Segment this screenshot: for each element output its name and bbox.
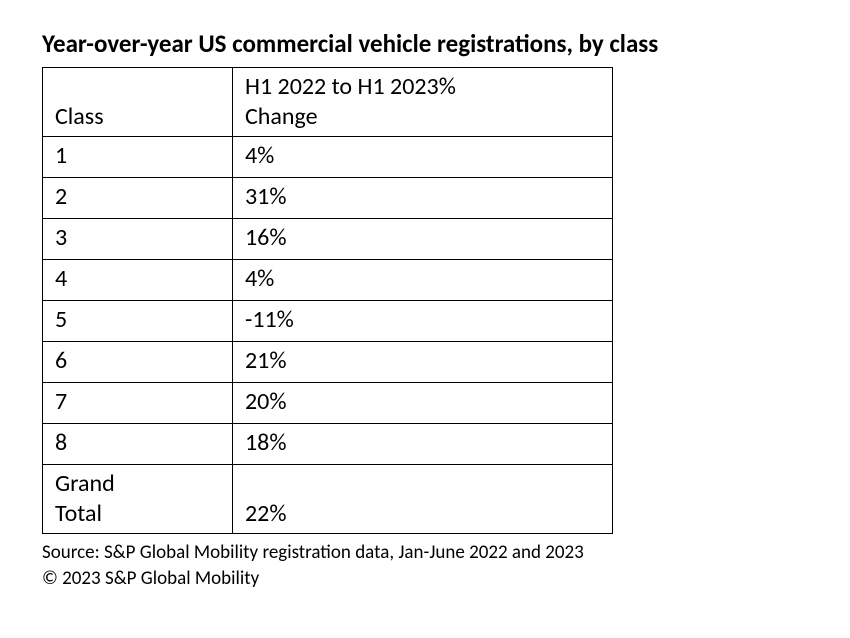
cell-class: 5 [43, 301, 233, 342]
header-class-label: Class [43, 68, 233, 137]
table-total-row: Grand Total 22% [43, 465, 613, 534]
table-header-row: Class H1 2022 to H1 2023% Change [43, 68, 613, 137]
header-change-line1: H1 2022 to H1 2023% [245, 72, 456, 101]
table-body: Class H1 2022 to H1 2023% Change 1 4% 2 … [43, 68, 613, 534]
table-row: 1 4% [43, 137, 613, 178]
cell-change: 4% [233, 260, 613, 301]
table-row: 6 21% [43, 342, 613, 383]
table-row: 5 -11% [43, 301, 613, 342]
header-change-label: H1 2022 to H1 2023% Change [233, 68, 613, 137]
cell-change: 21% [233, 342, 613, 383]
footer-source: Source: S&P Global Mobility registration… [42, 540, 850, 566]
table-row: 7 20% [43, 383, 613, 424]
cell-change: -11% [233, 301, 613, 342]
cell-class: 7 [43, 383, 233, 424]
page-root: Year-over-year US commercial vehicle reg… [0, 0, 850, 591]
cell-total-label: Grand Total [43, 465, 233, 534]
cell-change: 31% [233, 178, 613, 219]
header-change-line2: Change [245, 102, 318, 131]
cell-class: 8 [43, 424, 233, 465]
footer: Source: S&P Global Mobility registration… [42, 540, 850, 591]
table-row: 8 18% [43, 424, 613, 465]
total-label-line2: Total [55, 499, 102, 528]
cell-class: 4 [43, 260, 233, 301]
footer-copyright: © 2023 S&P Global Mobility [42, 566, 850, 592]
registrations-table: Class H1 2022 to H1 2023% Change 1 4% 2 … [42, 67, 613, 534]
cell-class: 1 [43, 137, 233, 178]
cell-change: 16% [233, 219, 613, 260]
cell-total-change: 22% [233, 465, 613, 534]
table-row: 4 4% [43, 260, 613, 301]
cell-class: 6 [43, 342, 233, 383]
cell-change: 4% [233, 137, 613, 178]
cell-change: 20% [233, 383, 613, 424]
cell-change: 18% [233, 424, 613, 465]
cell-class: 2 [43, 178, 233, 219]
page-title: Year-over-year US commercial vehicle reg… [42, 28, 850, 59]
total-label-line1: Grand [55, 469, 115, 498]
table-row: 2 31% [43, 178, 613, 219]
table-row: 3 16% [43, 219, 613, 260]
cell-class: 3 [43, 219, 233, 260]
